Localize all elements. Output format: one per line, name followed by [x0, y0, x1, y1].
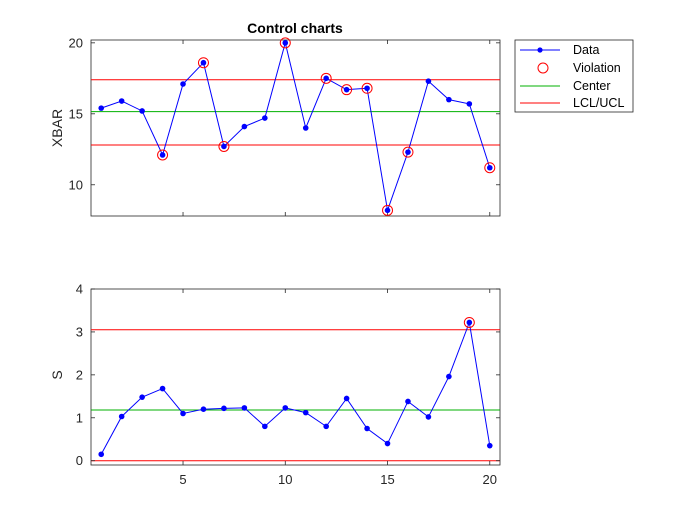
xbar-data-point	[200, 59, 207, 66]
xbar-ytick-label: 10	[69, 177, 83, 192]
xbar-violation-marker	[341, 84, 353, 96]
legend-box	[514, 39, 634, 113]
xbar-axes-box	[90, 39, 501, 217]
legend-entry-center: Center	[520, 79, 611, 93]
legend-label-violation: Violation	[573, 61, 621, 75]
xbar-data-point	[262, 115, 268, 121]
legend-label-center: Center	[573, 79, 611, 93]
s-data-point	[180, 410, 186, 417]
xbar-data-point	[446, 96, 452, 103]
s-ytick-label: 2	[76, 367, 83, 382]
xbar-data-point	[241, 123, 248, 130]
xbar-violation-marker	[279, 37, 291, 49]
s-data-point	[159, 385, 166, 392]
xbar-violation-marker	[218, 140, 230, 152]
s-data-point	[343, 395, 350, 402]
s-data-point	[323, 423, 329, 430]
xbar-violation-marker	[361, 82, 373, 94]
xbar-data-line	[101, 42, 491, 211]
s-axes: S 5 10 15 20 0 1 2 3 4	[49, 282, 501, 487]
chart-title: Control charts	[247, 20, 343, 36]
s-xtick-label: 15	[380, 472, 394, 487]
s-data-point	[118, 413, 125, 420]
xbar-violation-marker	[157, 149, 169, 161]
xbar-data-point	[221, 143, 227, 150]
s-data-point	[364, 425, 370, 432]
xbar-data-point	[323, 75, 329, 82]
legend-data-marker	[537, 47, 543, 53]
xbar-violation-marker	[402, 146, 414, 158]
xbar-data-point	[384, 207, 391, 214]
s-data-point	[446, 373, 452, 380]
s-data-point	[282, 405, 289, 411]
s-ytick-label: 4	[76, 282, 83, 297]
s-violation-marker	[463, 316, 475, 328]
s-data-point	[302, 409, 309, 416]
xbar-data-point	[343, 86, 350, 93]
legend-label-limits: LCL/UCL	[573, 96, 624, 110]
legend-violation-marker	[537, 62, 549, 74]
legend-entry-violation: Violation	[537, 61, 621, 75]
s-data-point	[466, 319, 473, 326]
xbar-data-point	[139, 108, 145, 114]
xbar-violation-marker	[382, 204, 394, 216]
xbar-data-point	[486, 164, 493, 171]
xbar-data-point	[282, 40, 289, 46]
xbar-data-point	[118, 98, 125, 104]
s-data-point	[241, 405, 248, 411]
xbar-data-point	[302, 125, 309, 131]
xbar-ytick-label: 15	[69, 106, 83, 121]
legend: Data Violation Center LCL/UCL	[514, 39, 634, 113]
s-ytick-label: 3	[76, 324, 83, 339]
xbar-data-point	[364, 85, 370, 92]
s-data-line	[100, 320, 491, 455]
s-data-point	[425, 414, 432, 420]
s-xtick-label: 10	[278, 472, 292, 487]
xbar-data-point	[466, 101, 473, 107]
xbar-axes: Control charts XBAR 10 15 20	[49, 20, 501, 217]
xbar-violation-marker	[484, 162, 496, 174]
s-axes-box	[90, 288, 501, 466]
xbar-ylabel: XBAR	[49, 109, 65, 147]
xbar-data-point	[405, 149, 411, 155]
xbar-violation-marker	[320, 72, 332, 84]
s-ytick-label: 0	[76, 453, 83, 468]
xbar-violation-marker	[197, 57, 209, 69]
s-data-point	[200, 406, 207, 412]
s-data-point	[384, 440, 391, 447]
s-data-point	[139, 394, 145, 400]
s-data-point	[405, 398, 411, 405]
legend-entry-limits: LCL/UCL	[520, 96, 624, 110]
xbar-ytick-label: 20	[69, 35, 83, 50]
s-xtick-label: 20	[483, 472, 497, 487]
legend-label-data: Data	[573, 43, 599, 57]
xbar-data-point	[98, 105, 105, 111]
s-data-point	[98, 451, 105, 458]
s-data-point	[262, 423, 268, 430]
s-xtick-label: 5	[179, 472, 186, 487]
xbar-data-point	[159, 152, 166, 158]
xbar-data-point	[180, 81, 186, 87]
s-data-point	[221, 405, 227, 412]
s-ytick-label: 1	[76, 410, 83, 425]
legend-entry-data: Data	[520, 43, 599, 57]
xbar-data-point	[425, 78, 432, 84]
s-data-point	[486, 442, 493, 449]
s-ylabel: S	[49, 370, 65, 379]
